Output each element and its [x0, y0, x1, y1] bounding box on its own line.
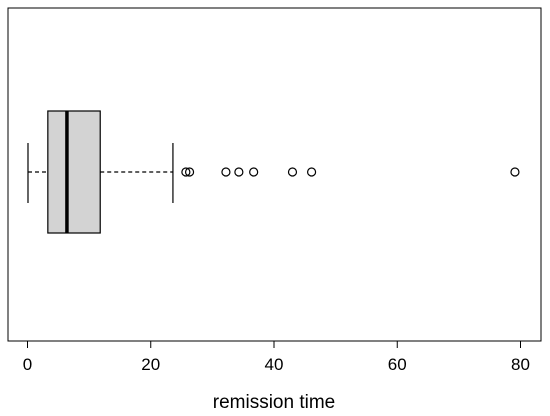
outlier-point-8 [510, 167, 520, 177]
outlier-point-1 [181, 167, 191, 177]
box-iqr [47, 110, 101, 234]
chart-marks [27, 110, 520, 234]
outlier-point-7 [306, 167, 317, 177]
outlier-point-3 [221, 167, 231, 177]
x-axis: 0 20 40 60 80 [23, 340, 530, 374]
outlier-point-4 [234, 167, 244, 177]
x-tick-label: 80 [511, 355, 530, 374]
outlier-point-2 [184, 167, 195, 177]
x-tick-label: 60 [388, 355, 407, 374]
outlier-point-5 [249, 167, 259, 177]
outlier-point-6 [287, 167, 298, 177]
x-tick-label: 0 [23, 355, 32, 374]
x-axis-label: remission time [213, 392, 335, 413]
x-tick-label: 20 [141, 355, 160, 374]
x-tick-label: 40 [265, 355, 284, 374]
